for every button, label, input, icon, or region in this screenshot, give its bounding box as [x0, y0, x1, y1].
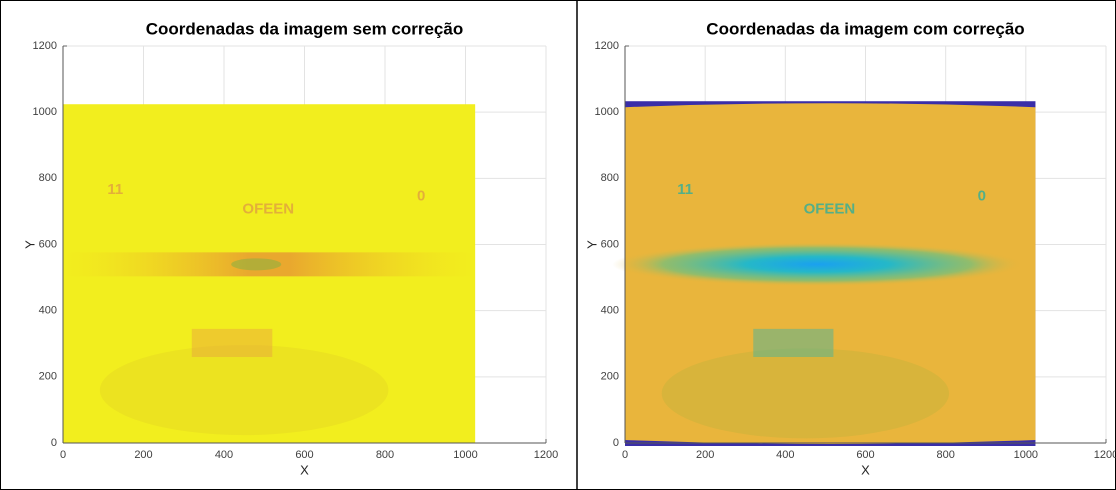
x-tick-label: 800 [376, 449, 394, 461]
annotation: 0 [417, 187, 425, 204]
x-tick-label: 400 [215, 449, 233, 461]
y-tick-label: 800 [39, 172, 57, 184]
annotation: 0 [978, 187, 986, 204]
y-tick-label: 1000 [595, 106, 619, 118]
y-tick-label: 1000 [33, 106, 57, 118]
image-core [231, 258, 282, 271]
image-shade [99, 345, 389, 436]
image-feature [753, 328, 834, 357]
x-tick-label: 1200 [534, 449, 558, 461]
x-tick-label: 200 [134, 449, 152, 461]
y-tick-label: 400 [39, 305, 57, 317]
chart-title: Coordenadas da imagem sem correção [146, 19, 463, 38]
y-tick-label: 800 [601, 172, 619, 184]
y-tick-label: 1200 [595, 40, 619, 52]
annotation: 11 [677, 181, 693, 198]
x-tick-label: 0 [622, 449, 628, 461]
y-tick-label: 600 [39, 238, 57, 250]
y-tick-label: 0 [51, 437, 57, 449]
y-tick-label: 200 [601, 371, 619, 383]
image [612, 101, 1036, 446]
y-tick-label: 400 [601, 305, 619, 317]
image [63, 104, 476, 443]
y-tick-label: 1200 [33, 40, 57, 52]
x-tick-label: 0 [60, 449, 66, 461]
chart-title: Coordenadas da imagem com correção [706, 19, 1024, 38]
y-axis-label: Y [584, 240, 599, 249]
image-feature [191, 328, 273, 357]
x-axis-label: X [861, 462, 870, 477]
image-shade [661, 348, 950, 439]
y-axis-label: Y [22, 240, 37, 249]
x-tick-label: 800 [936, 449, 954, 461]
x-tick-label: 600 [856, 449, 874, 461]
y-tick-label: 0 [613, 437, 619, 449]
x-tick-label: 1000 [1014, 449, 1038, 461]
y-tick-label: 200 [39, 371, 57, 383]
x-tick-label: 600 [295, 449, 313, 461]
x-tick-label: 400 [776, 449, 794, 461]
x-axis-label: X [300, 462, 309, 477]
x-tick-label: 1200 [1094, 449, 1116, 461]
annotation: OFEEN [242, 201, 294, 218]
annotation: OFEEN [804, 201, 856, 218]
x-tick-label: 1000 [453, 449, 477, 461]
x-tick-label: 200 [696, 449, 714, 461]
image-band [612, 242, 1023, 287]
y-tick-label: 600 [601, 238, 619, 250]
annotation: 11 [107, 181, 123, 198]
